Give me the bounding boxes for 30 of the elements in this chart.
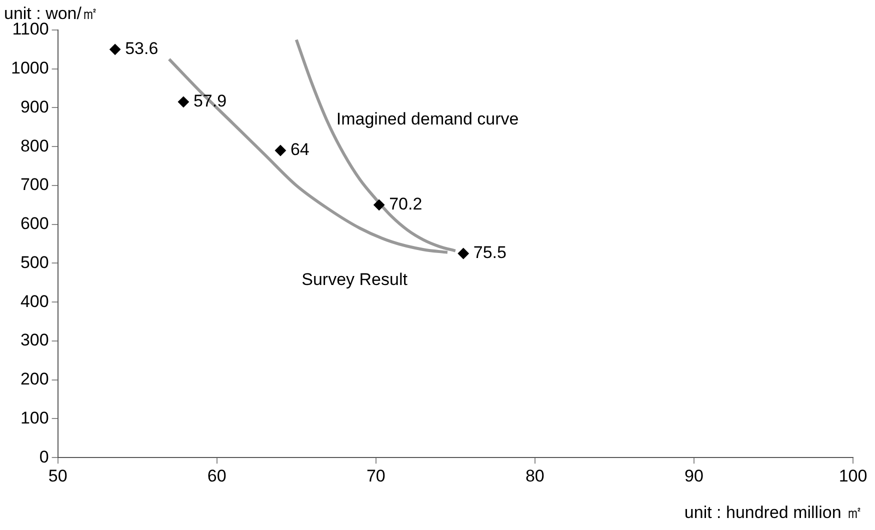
x-axis-title: unit : hundred million ㎡	[684, 503, 863, 522]
y-tick-label: 500	[20, 252, 49, 272]
point	[458, 248, 469, 260]
y-tick-label: 900	[20, 97, 49, 116]
x-tick-label: 50	[48, 466, 68, 486]
y-tick-label: 700	[20, 175, 49, 194]
series-label: 57.9	[193, 92, 227, 111]
series-label: 75.5	[473, 243, 506, 262]
point	[178, 96, 189, 108]
x-tick-label: 90	[684, 466, 704, 486]
point	[274, 145, 286, 156]
y-tick-label: 600	[20, 214, 49, 234]
x-tick-label: 80	[525, 466, 544, 486]
x-tick-label: 100	[838, 466, 868, 486]
point	[110, 44, 121, 55]
y-tick-label: 800	[20, 136, 49, 156]
series-label: Imagined demand curve	[336, 109, 519, 128]
x-tick-label: 60	[207, 466, 226, 486]
series-label: 53.6	[125, 39, 158, 58]
series-label: 64	[290, 140, 310, 160]
y-tick-label: 400	[20, 292, 49, 311]
y-tick-label: 1000	[10, 58, 49, 78]
series-label: 70.2	[389, 194, 422, 214]
y-tick-label: 100	[20, 408, 49, 428]
y-tick-label: 300	[20, 330, 49, 350]
point	[374, 199, 385, 210]
series-label: Survey Result	[302, 270, 408, 290]
y-tick-label: 200	[20, 370, 49, 389]
y-tick-label: 0	[39, 447, 49, 466]
x-tick-label: 70	[366, 466, 386, 486]
